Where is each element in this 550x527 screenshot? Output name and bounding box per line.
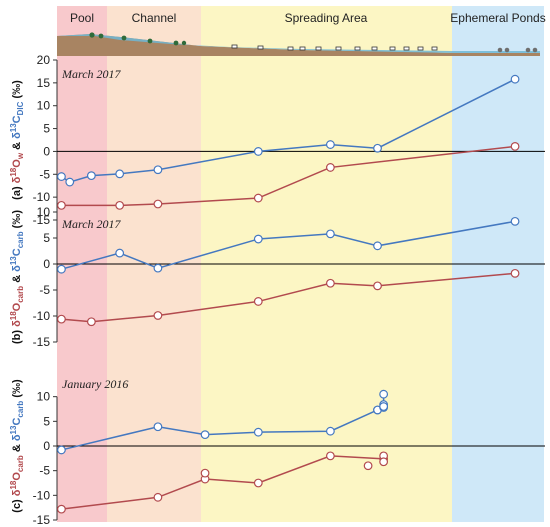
data-point <box>373 281 382 291</box>
data-point <box>253 478 263 488</box>
y-tick-label: -10 <box>33 488 51 502</box>
water-surface <box>57 34 540 53</box>
data-point <box>325 426 335 436</box>
y-tick-label: 20 <box>37 53 51 67</box>
data-point <box>253 427 263 437</box>
y-tick-label: -15 <box>33 213 51 227</box>
data-point <box>510 74 520 84</box>
series-2 <box>373 389 389 415</box>
data-point <box>65 177 75 187</box>
data-point <box>57 264 66 274</box>
data-point <box>153 165 163 175</box>
data-point <box>57 172 66 181</box>
series-1 <box>57 216 520 274</box>
data-point <box>510 216 520 226</box>
data-point <box>373 241 382 251</box>
y-tick-label: 5 <box>43 122 50 136</box>
data-point <box>200 468 210 478</box>
vegetation-clumps <box>89 32 187 46</box>
y-tick-label: -15 <box>33 335 51 349</box>
y-tick-label: -15 <box>33 513 51 527</box>
data-point <box>325 451 335 461</box>
zone-label-channel: Channel <box>132 11 177 25</box>
y-tick-label: 10 <box>37 205 51 219</box>
data-point <box>153 311 163 320</box>
panel-title: March 2017 <box>61 67 122 81</box>
y-tick-label: -5 <box>39 167 50 181</box>
data-point <box>57 314 66 324</box>
zone-label-spreading-area: Spreading Area <box>285 11 368 25</box>
zone-label-pool: Pool <box>70 11 94 25</box>
y-tick-label: 15 <box>37 76 51 90</box>
panel-title: March 2017 <box>61 217 122 231</box>
zone-labels: Pool Channel Spreading Area Ephemeral Po… <box>70 11 546 25</box>
y-tick-label: -5 <box>39 464 50 478</box>
zone-label-ephemeral-ponds: Ephemeral Ponds <box>450 11 545 25</box>
data-point <box>373 143 382 153</box>
chart-panel-2: 10 5 0 -5 -10 -15 March 2017 (b) δ18Ocarb & δ13… <box>9 205 545 349</box>
y-axis-label: (b) δ18Ocarb & δ13Ccarb (‰) <box>9 210 25 344</box>
y-tick-label: 0 <box>43 439 50 453</box>
data-point <box>379 457 389 467</box>
series-line <box>61 145 516 207</box>
y-tick-label: 10 <box>37 99 51 113</box>
chart-panel-3: 10 5 0 -5 -10 -15 January 2016 (c) δ18Ocarb & δ… <box>9 377 545 527</box>
y-tick-label: -10 <box>33 309 51 323</box>
data-point <box>153 492 163 502</box>
data-point <box>200 430 210 440</box>
data-point <box>325 278 335 288</box>
data-point <box>253 297 263 306</box>
data-point <box>86 171 96 181</box>
data-point <box>510 268 520 278</box>
pond-sites <box>497 47 538 53</box>
data-point <box>325 163 335 172</box>
data-point <box>253 234 263 244</box>
data-point <box>115 169 125 179</box>
sampling-sites <box>231 44 438 51</box>
chart-panels: 20 15 10 5 0 -5 -10 -15 March 2017 (a) δ18Ow & δ1… <box>9 53 545 527</box>
y-tick-label: -10 <box>33 190 51 204</box>
terrain-profile <box>57 34 540 56</box>
data-point <box>86 317 96 327</box>
y-tick-label: 0 <box>43 144 50 158</box>
data-point <box>153 263 163 273</box>
y-tick-label: 5 <box>43 414 50 428</box>
data-point <box>253 147 263 156</box>
site-cross-section <box>57 32 540 56</box>
y-tick-label: 10 <box>37 390 51 404</box>
data-point <box>253 193 263 203</box>
series-4 <box>200 451 389 478</box>
data-point <box>115 248 125 258</box>
data-point <box>379 389 389 399</box>
data-point <box>325 229 335 239</box>
data-point <box>115 200 125 210</box>
y-tick-label: 5 <box>43 231 50 245</box>
series-line <box>61 455 384 510</box>
data-point <box>363 461 373 471</box>
y-tick-label: 0 <box>43 257 50 271</box>
chart-panel-1: 20 15 10 5 0 -5 -10 -15 March 2017 (a) δ18Ow & δ1… <box>9 53 545 227</box>
panel-title: January 2016 <box>62 377 128 391</box>
data-point <box>379 402 389 411</box>
data-point <box>153 199 163 209</box>
series-2 <box>57 141 520 210</box>
series-2 <box>57 268 520 327</box>
data-point <box>153 422 163 432</box>
y-axis-label: (a) δ18Ow & δ13CDIC (‰) <box>9 80 25 200</box>
data-point <box>57 504 66 514</box>
y-axis-label: (c) δ18Ocarb & δ13Ccarb (‰) <box>9 379 25 513</box>
y-tick-label: -5 <box>39 283 50 297</box>
series-1 <box>57 74 520 187</box>
series-line <box>61 409 378 451</box>
data-point <box>510 141 520 151</box>
data-point <box>57 200 66 210</box>
data-point <box>57 445 66 455</box>
data-point <box>325 140 335 149</box>
